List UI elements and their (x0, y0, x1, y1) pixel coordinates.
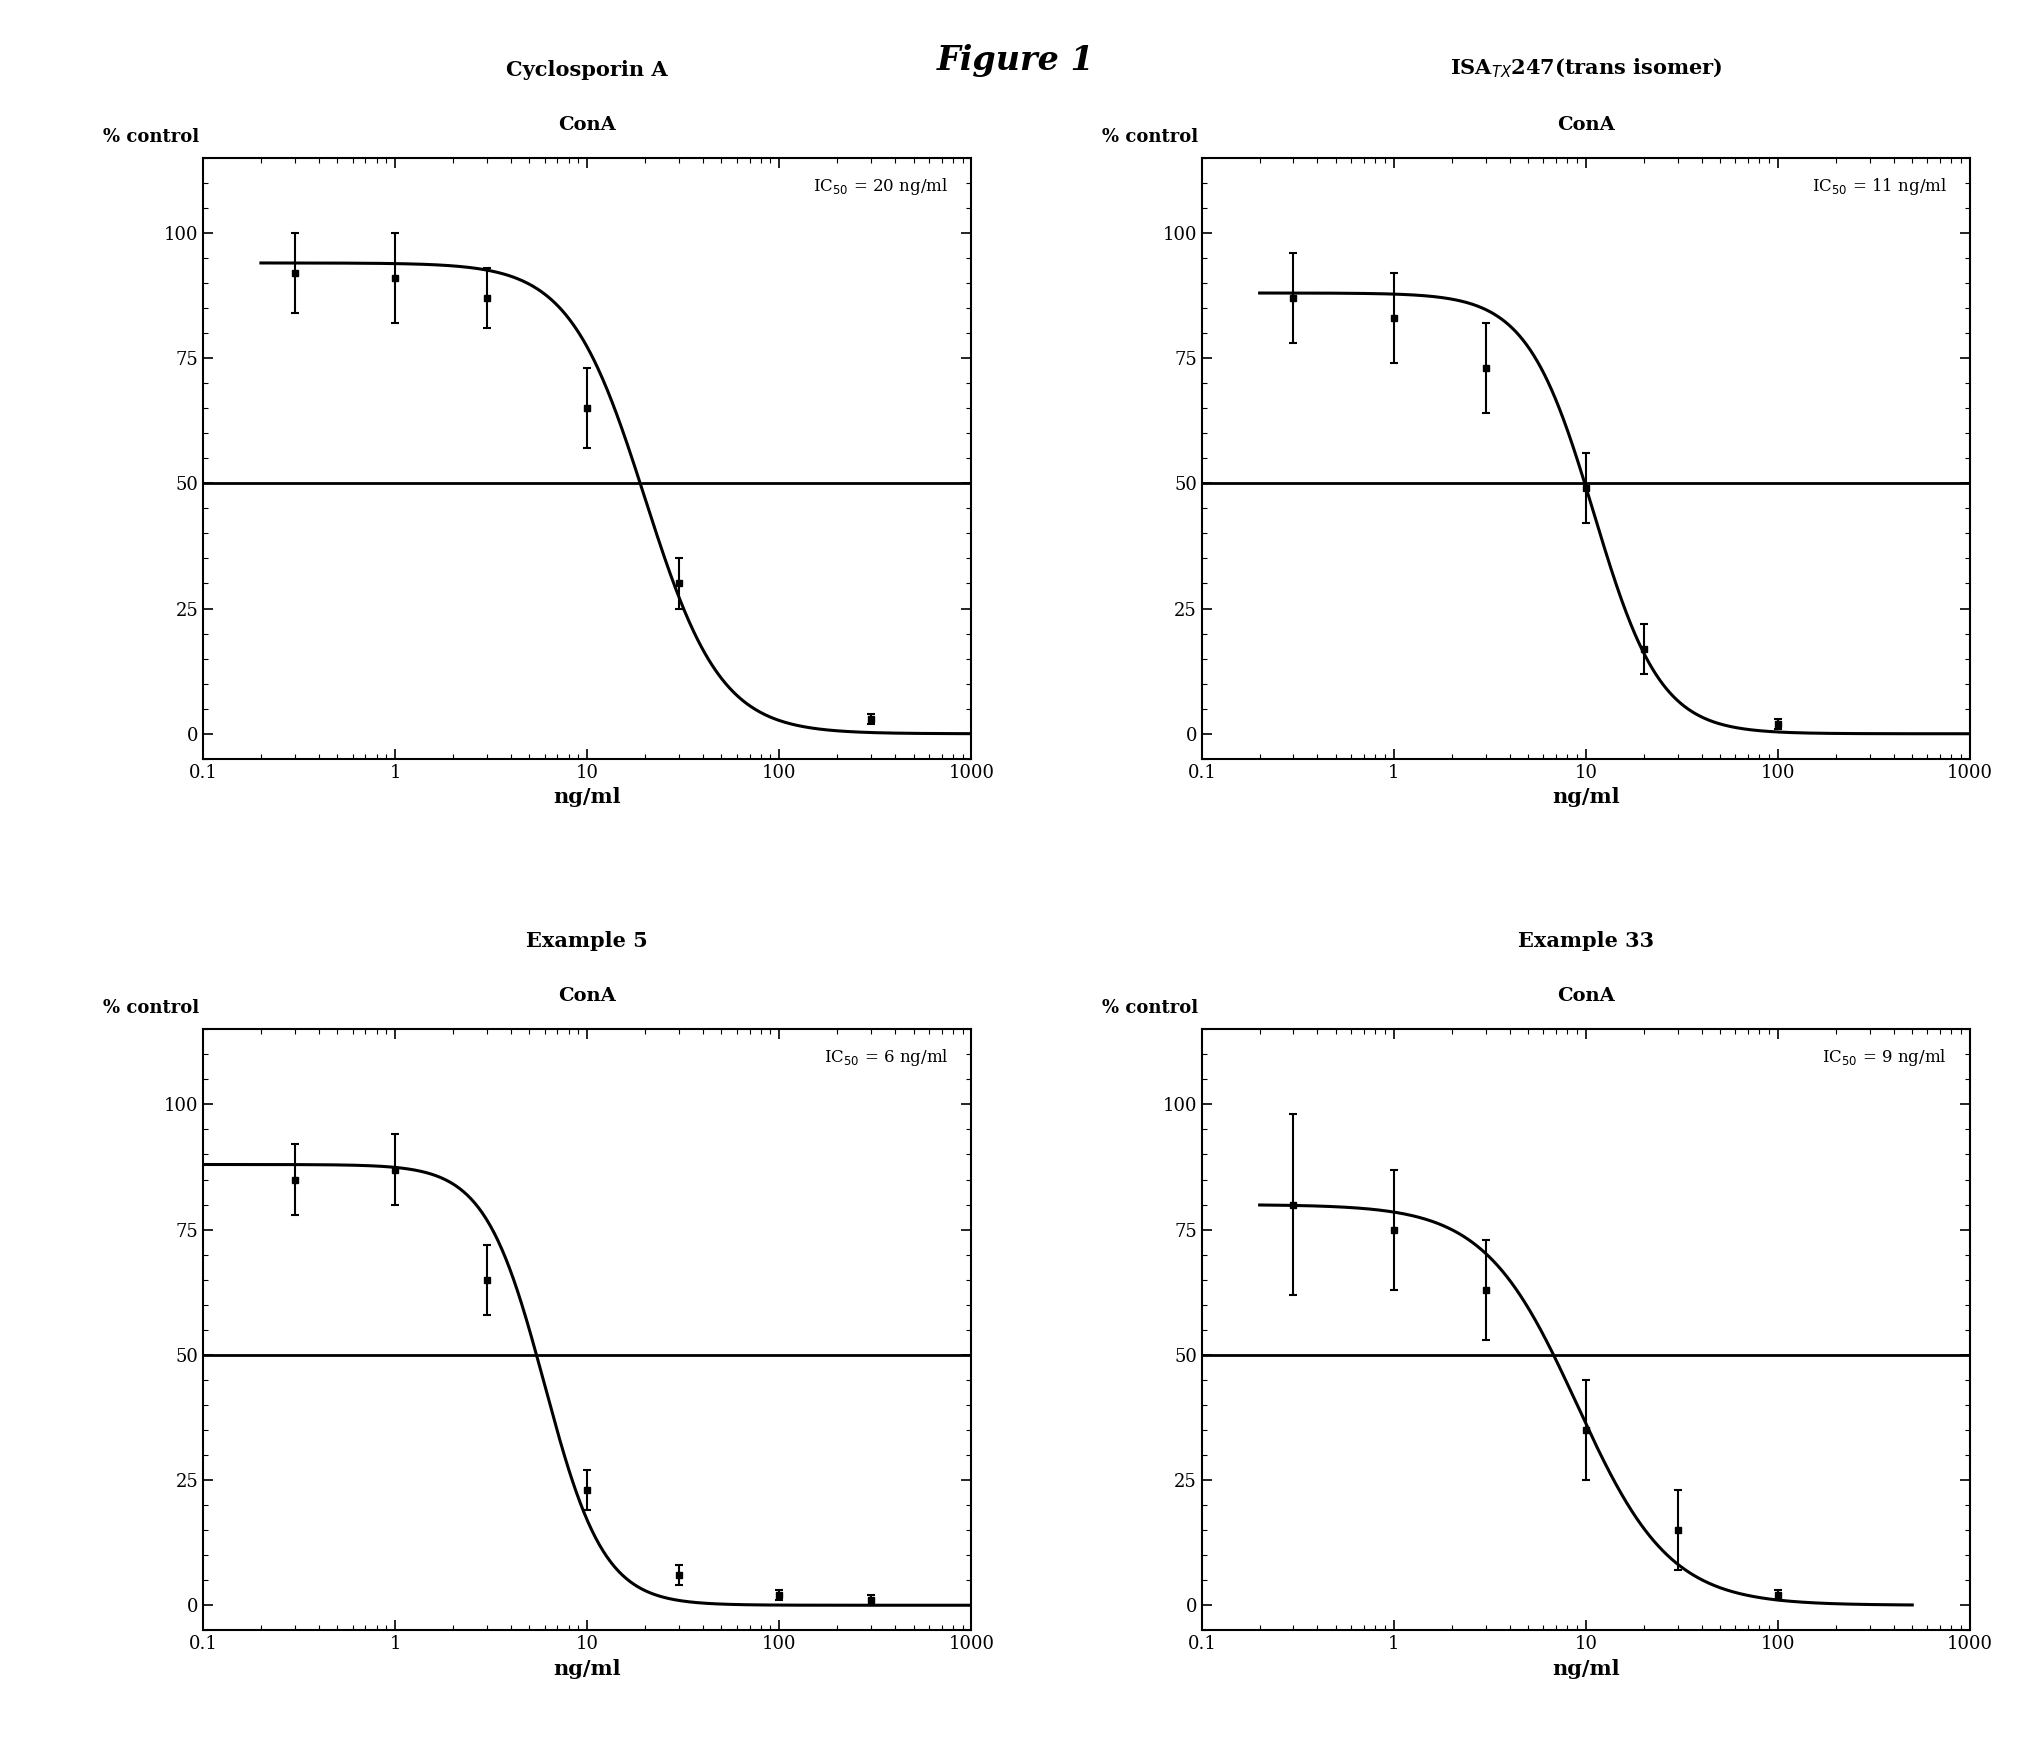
X-axis label: ng/ml: ng/ml (552, 1658, 621, 1679)
Text: IC$_{50}$ = 6 ng/ml: IC$_{50}$ = 6 ng/ml (824, 1047, 948, 1068)
Text: IC$_{50}$ = 20 ng/ml: IC$_{50}$ = 20 ng/ml (812, 175, 948, 196)
Text: IC$_{50}$ = 9 ng/ml: IC$_{50}$ = 9 ng/ml (1821, 1047, 1947, 1068)
X-axis label: ng/ml: ng/ml (1551, 1658, 1620, 1679)
Text: ISA$_{TX}$247(trans isomer): ISA$_{TX}$247(trans isomer) (1449, 56, 1721, 79)
Text: ConA: ConA (558, 987, 615, 1004)
Text: % control: % control (104, 999, 199, 1017)
X-axis label: ng/ml: ng/ml (552, 787, 621, 806)
X-axis label: ng/ml: ng/ml (1551, 787, 1620, 806)
Text: Cyclosporin A: Cyclosporin A (505, 60, 668, 79)
Text: Figure 1: Figure 1 (936, 44, 1094, 77)
Text: % control: % control (1102, 999, 1198, 1017)
Text: Example 33: Example 33 (1516, 931, 1652, 952)
Text: Example 5: Example 5 (526, 931, 648, 952)
Text: % control: % control (104, 128, 199, 145)
Text: ConA: ConA (1557, 987, 1614, 1004)
Text: ConA: ConA (1557, 116, 1614, 133)
Text: % control: % control (1102, 128, 1198, 145)
Text: ConA: ConA (558, 116, 615, 133)
Text: IC$_{50}$ = 11 ng/ml: IC$_{50}$ = 11 ng/ml (1811, 175, 1947, 196)
